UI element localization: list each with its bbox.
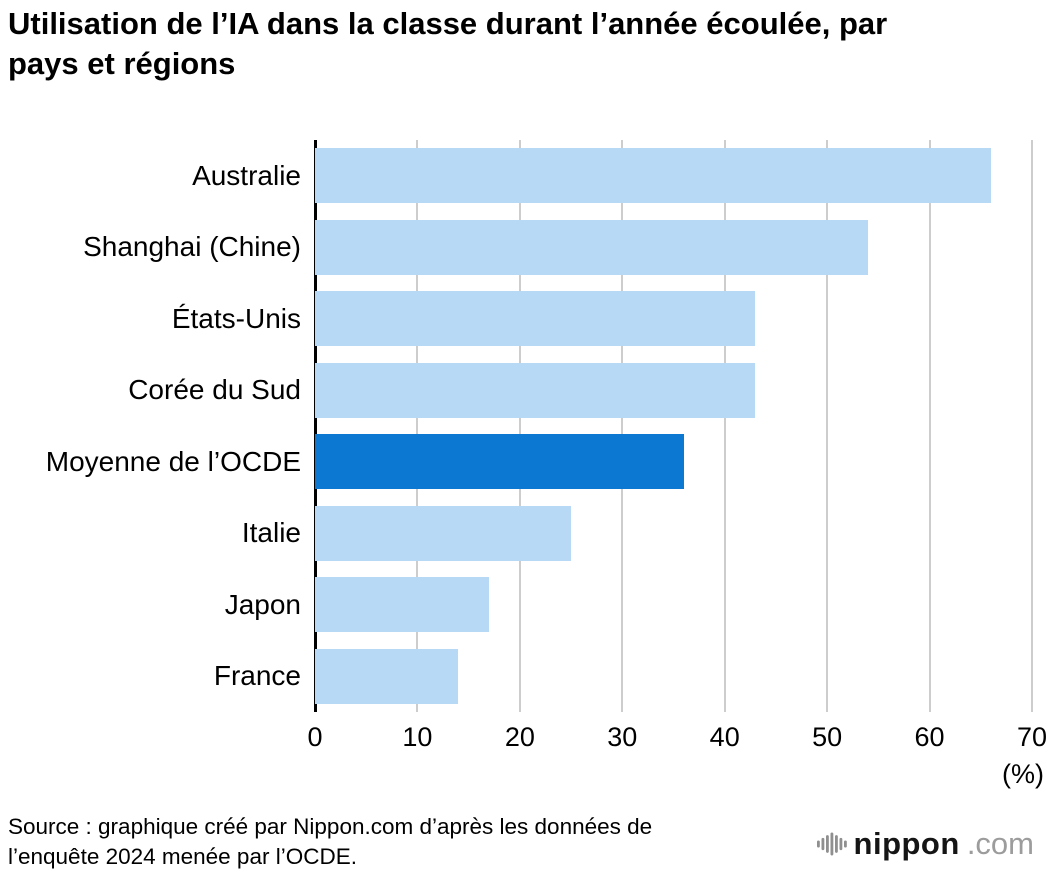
x-tick-label: 10 [402,722,433,752]
nippon-logo: nippon .com [816,826,1034,862]
bar [315,362,756,418]
x-tick-label: 70 [1016,722,1046,752]
gridline [621,140,624,712]
x-tick-label: 20 [504,722,535,752]
chart-row: Italie [0,498,1032,570]
bar-track [315,355,1032,427]
chart-row: Corée du Sud [0,355,1032,427]
bar [315,577,490,633]
x-tick-label: 0 [307,722,323,752]
brand-tld: .com [966,826,1034,861]
brand-name: nippon [853,826,960,861]
gridline [1031,140,1033,712]
chart-row: Shanghai (Chine) [0,212,1032,284]
category-label: Australie [192,159,301,191]
gridline [826,140,829,712]
nippon-soundbars-icon [816,832,847,856]
gridline [518,140,521,712]
chart-row: États-Unis [0,283,1032,355]
x-tick-label: 60 [914,722,945,752]
category-label: Corée du Sud [128,374,301,406]
x-tick-label: 30 [607,722,638,752]
category-label: Moyenne de l’OCDE [45,445,301,477]
bar-track [315,283,1032,355]
bar [315,434,684,490]
bar [315,505,572,561]
bar-track [315,426,1032,498]
bar-track [315,212,1032,284]
category-label: États-Unis [171,302,301,334]
category-label: Japon [224,588,301,620]
chart-row: Moyenne de l’OCDE [0,426,1032,498]
gridline [416,140,419,712]
x-axis: 0 10 20 30 40 50 60 70 (%) [307,722,1046,792]
x-axis-unit-label: (%) [1002,759,1044,789]
plot-area [314,140,1033,712]
chart-title: Utilisation de l’IA dans la classe duran… [8,6,888,82]
category-label: France [213,660,301,692]
bar-track [315,641,1032,713]
bar [315,648,459,704]
gridline [723,140,726,712]
bar-track [315,140,1032,212]
bar [315,291,756,347]
bar [315,148,992,204]
x-tick-label: 40 [709,722,740,752]
gridline [928,140,931,712]
category-label: Shanghai (Chine) [83,231,301,263]
chart-row: Australie [0,140,1032,212]
x-tick-label: 50 [812,722,843,752]
category-label: Italie [241,517,301,549]
bar-track [315,498,1032,570]
bar-track [315,569,1032,641]
chart-row: France [0,641,1032,713]
y-axis-line [314,140,317,712]
chart-row: Japon [0,569,1032,641]
bar [315,219,869,275]
source-text: Source : graphique créé par Nippon.com d… [8,814,653,870]
bar-chart: Australie Shanghai (Chine) États-Unis Corée… [0,140,1032,712]
